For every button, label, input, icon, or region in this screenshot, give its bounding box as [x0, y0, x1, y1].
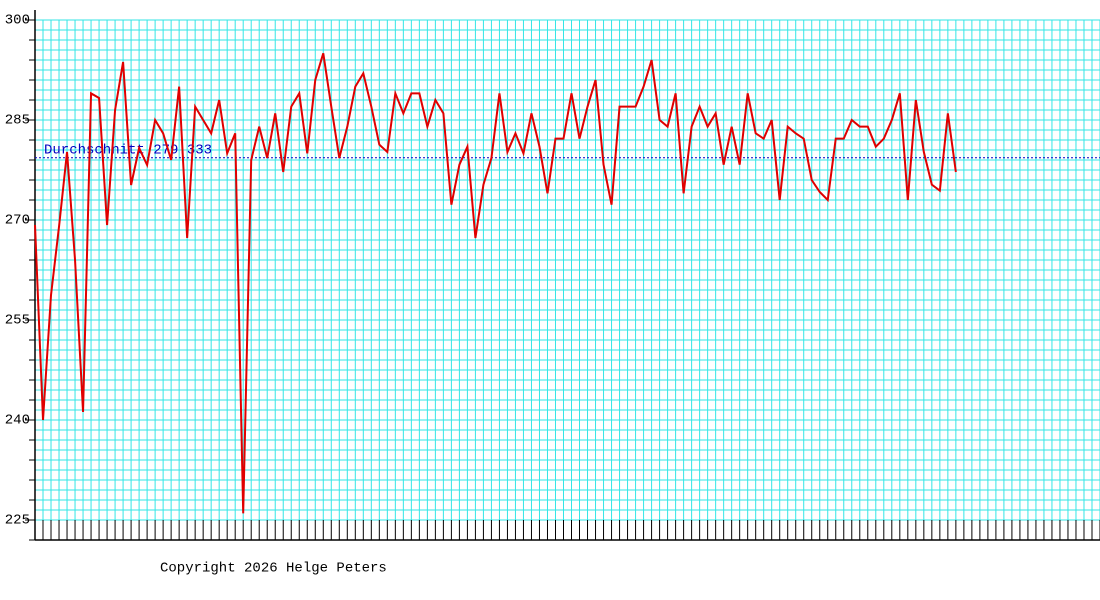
y-tick-label: 225 — [5, 513, 30, 529]
y-tick-label: 255 — [5, 313, 30, 329]
y-tick-label: 300 — [5, 13, 30, 29]
footer: Copyright 2026 Helge Peters — [160, 561, 387, 577]
y-tick-label: 285 — [5, 113, 30, 129]
y-tick-label: 270 — [5, 213, 30, 229]
y-tick-label: 240 — [5, 413, 30, 429]
data-line — [34, 53, 957, 514]
